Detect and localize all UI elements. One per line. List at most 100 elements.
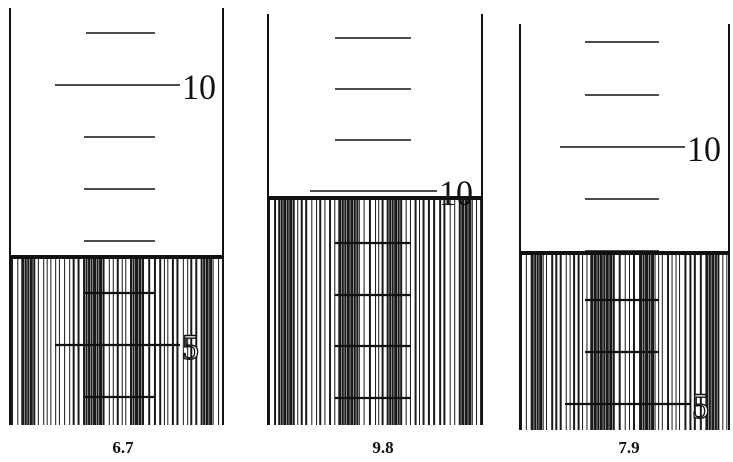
cylinder-1-liquid-stripe-9: [46, 257, 48, 425]
cylinder-3-liquid-stripe-20: [599, 253, 603, 430]
cylinder-2-liquid-stripe-13: [319, 198, 322, 425]
cylinder-2-liquid-stripe-38: [414, 198, 417, 425]
cylinder-1-liquid-stripe-50: [212, 257, 214, 425]
cylinder-1-liquid-stripe-33: [138, 257, 142, 425]
cylinder-3-liquid-stripe-26: [624, 253, 626, 430]
cylinder-2-liquid-stripe-33: [394, 198, 398, 425]
cylinder-1-liquid-stripe-19: [88, 257, 91, 425]
cylinder-2-liquid-stripe-7: [292, 198, 295, 425]
cylinder-3-liquid-stripe-42: [689, 253, 692, 430]
cylinder-3-liquid-stripe-1: [525, 253, 527, 430]
cylinder-3-liquid-stripe-48: [714, 253, 717, 430]
cylinder-3-liquid-stripe-2: [530, 253, 534, 430]
cylinder-1-liquid-stripe-28: [121, 257, 123, 425]
cylinder-3-liquid-stripe-31: [645, 253, 649, 430]
cylinder-2-liquid-stripe-27: [375, 198, 377, 425]
cylinder-2-liquid-stripe-10: [305, 198, 308, 425]
cylinder-3-liquid-stripe-36: [661, 253, 663, 430]
cylinder-1-liquid-stripe-48: [205, 257, 209, 425]
cylinder-3-liquid-stripe-7: [545, 253, 547, 430]
cylinder-1-liquid-stripe-11: [55, 257, 57, 425]
cylinder-2-liquid-stripe-50: [468, 198, 472, 425]
cylinder-1-liquid-stripe-24: [102, 257, 105, 425]
cylinder-1-liquid-stripe-1: [17, 257, 19, 425]
cylinder-2-liquid-stripe-19: [344, 198, 347, 425]
cylinder-2-mark-label-0: 10: [439, 173, 473, 213]
cylinder-3-liquid-stripe-15: [582, 253, 584, 430]
cylinder-1-liquid-stripe-49: [209, 257, 213, 425]
cylinder-2-liquid-stripe-11: [311, 198, 313, 425]
cylinder-2-liquid-stripe-44: [443, 198, 446, 425]
cylinder-3-liquid-stripe-32: [648, 253, 651, 430]
cylinder-1-mark-label-1: 5: [182, 327, 199, 367]
cylinder-2-liquid-stripe-6: [289, 198, 293, 425]
cylinder-1-liquid-stripe-10: [50, 257, 52, 425]
cylinder-1-liquid-stripe-51: [218, 257, 220, 425]
cylinder-3-liquid-stripe-6: [542, 253, 544, 430]
cylinder-2-liquid-stripe-12: [316, 198, 318, 425]
cylinder-2-liquid-stripe-42: [433, 198, 436, 425]
cylinder-1-liquid-stripe-37: [159, 257, 162, 425]
cylinder-1-liquid-stripe-30: [130, 257, 133, 425]
cylinder-2-liquid-stripe-9: [300, 198, 303, 425]
cylinder-2-liquid-stripe-52: [476, 198, 478, 425]
cylinder-3-liquid-stripe-19: [597, 253, 600, 430]
cylinder-1-liquid-stripe-31: [132, 257, 135, 425]
cylinder-2-liquid-stripe-48: [461, 198, 465, 425]
cylinder-2-liquid-stripe-41: [427, 198, 430, 425]
cylinder-2-liquid-stripe-16: [334, 198, 336, 425]
cylinder-3-liquid-stripe-39: [675, 253, 677, 430]
cylinders-drawing: 10 5 10 10 5: [9, 8, 730, 430]
cylinder-2-liquid-stripe-45: [449, 198, 451, 425]
cylinder-2-liquid-stripe-8: [297, 198, 299, 425]
cylinder-3-liquid-stripe-25: [618, 253, 621, 430]
cylinder-3-liquid-stripe-49: [717, 253, 720, 430]
cylinder-1-liquid-stripe-25: [108, 257, 110, 425]
cylinder-2-liquid-stripe-49: [464, 198, 468, 425]
cylinder-1-liquid-stripe-29: [125, 257, 127, 425]
cylinder-3-liquid-stripe-47: [711, 253, 715, 430]
cylinder-1-liquid-stripe-22: [96, 257, 99, 425]
cylinder-3-mark-label-1: 5: [692, 386, 709, 426]
cylinder-1-liquid-stripe-46: [200, 257, 203, 425]
cylinder-2-liquid-stripe-39: [418, 198, 420, 425]
cylinder-3-liquid-stripe-8: [551, 253, 554, 430]
cylinder-2-liquid-stripe-36: [405, 198, 407, 425]
cylinder-1-liquid-stripe-45: [195, 257, 198, 425]
cylinder-2-liquid-stripe-4: [283, 198, 287, 425]
cylinder-3-liquid-stripe-37: [667, 253, 670, 430]
cylinder-2-liquid-stripe-46: [454, 198, 456, 425]
cylinder-2-liquid-stripe-3: [280, 198, 283, 425]
cylinder-3-liquid-stripe-51: [726, 253, 728, 430]
cylinder-2-reading: 9.8: [372, 438, 394, 457]
cylinder-1-liquid-stripe-17: [83, 257, 86, 425]
cylinder-2-liquid-stripe-24: [358, 198, 360, 425]
cylinder-2-liquid-stripe-26: [368, 198, 371, 425]
cylinder-1-liquid-stripe-34: [142, 257, 145, 425]
cylinder-2-liquid-stripe-17: [338, 198, 342, 425]
cylinder-2-liquid-stripe-23: [356, 198, 359, 425]
cylinder-3-liquid-stripe-43: [693, 253, 696, 430]
cylinder-2-liquid-stripe-32: [391, 198, 394, 425]
cylinder-1-liquid-stripe-43: [187, 257, 189, 425]
cylinder-1-liquid-stripe-0: [11, 257, 13, 425]
cylinder-2-liquid-stripe-28: [378, 198, 380, 425]
cylinder-3-liquid-stripe-45: [705, 253, 709, 430]
cylinder-1-liquid-stripe-26: [112, 257, 114, 425]
cylinder-2-liquid-stripe-21: [350, 198, 354, 425]
cylinder-2-liquid-stripe-1: [274, 198, 277, 425]
cylinder-3-liquid-stripe-50: [722, 253, 724, 430]
cylinder-3-liquid-stripe-12: [569, 253, 571, 430]
cylinder-3-liquid-stripe-44: [699, 253, 702, 430]
cylinder-3-liquid-stripe-41: [684, 253, 687, 430]
cylinder-2-liquid: [268, 198, 482, 425]
cylinder-3-liquid-stripe-34: [654, 253, 656, 430]
cylinder-2-liquid-stripe-0: [269, 198, 270, 425]
cylinder-1-liquid-stripe-6: [33, 257, 36, 425]
cylinder-3-liquid-stripe-3: [534, 253, 537, 430]
cylinder-2-liquid-stripe-22: [353, 198, 356, 425]
cylinder-3-liquid-stripe-13: [573, 253, 576, 430]
cylinder-3-liquid-stripe-28: [633, 253, 636, 430]
cylinder-3-liquid-stripe-18: [593, 253, 597, 430]
cylinder-2-liquid-stripe-5: [286, 198, 289, 425]
